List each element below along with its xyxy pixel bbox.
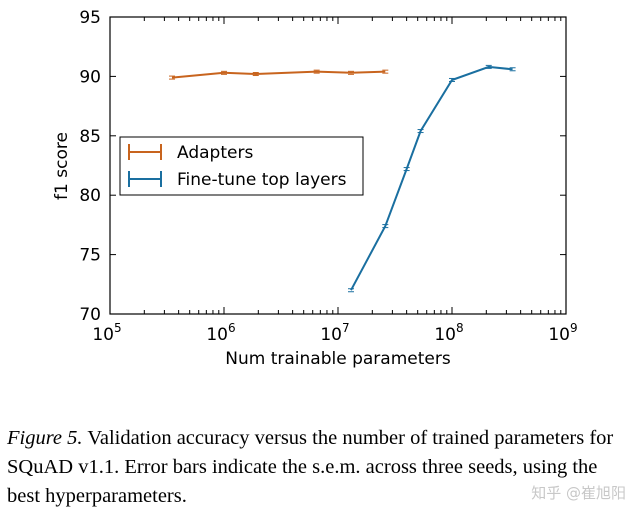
series-layer bbox=[169, 64, 516, 293]
y-tick-label: 85 bbox=[79, 127, 101, 147]
legend-label: Fine-tune top layers bbox=[177, 170, 347, 190]
tick-labels: 70 75 80 85 90 95 105 106 107 108 109 bbox=[79, 8, 577, 345]
caption-text: Validation accuracy versus the number of… bbox=[7, 427, 614, 507]
y-tick-label: 70 bbox=[79, 305, 101, 325]
y-tick-label: 80 bbox=[79, 186, 101, 206]
series-line-0 bbox=[171, 70, 386, 79]
caption-label: Figure 5. bbox=[7, 427, 83, 449]
y-tick-label: 90 bbox=[79, 67, 101, 87]
series-line-1 bbox=[350, 65, 513, 291]
watermark: 知乎 @崔旭阳 bbox=[531, 484, 626, 502]
figure-caption: Figure 5. Validation accuracy versus the… bbox=[7, 424, 635, 511]
y-axis-label: f1 score bbox=[52, 132, 72, 200]
legend: Adapters Fine-tune top layers bbox=[119, 136, 364, 196]
x-tick-label: 108 bbox=[434, 321, 463, 345]
ticks bbox=[109, 16, 567, 315]
x-tick-label: 106 bbox=[206, 321, 235, 345]
legend-label: Adapters bbox=[177, 143, 253, 163]
chart: 70 75 80 85 90 95 105 106 107 108 109 Num trainabl… bbox=[52, 8, 578, 369]
x-tick-label: 109 bbox=[548, 321, 577, 345]
x-tick-label: 105 bbox=[92, 321, 121, 345]
x-tick-label: 107 bbox=[320, 321, 349, 345]
y-tick-label: 75 bbox=[79, 246, 101, 266]
y-tick-label: 95 bbox=[79, 8, 101, 28]
x-axis-label: Num trainable parameters bbox=[225, 349, 451, 369]
